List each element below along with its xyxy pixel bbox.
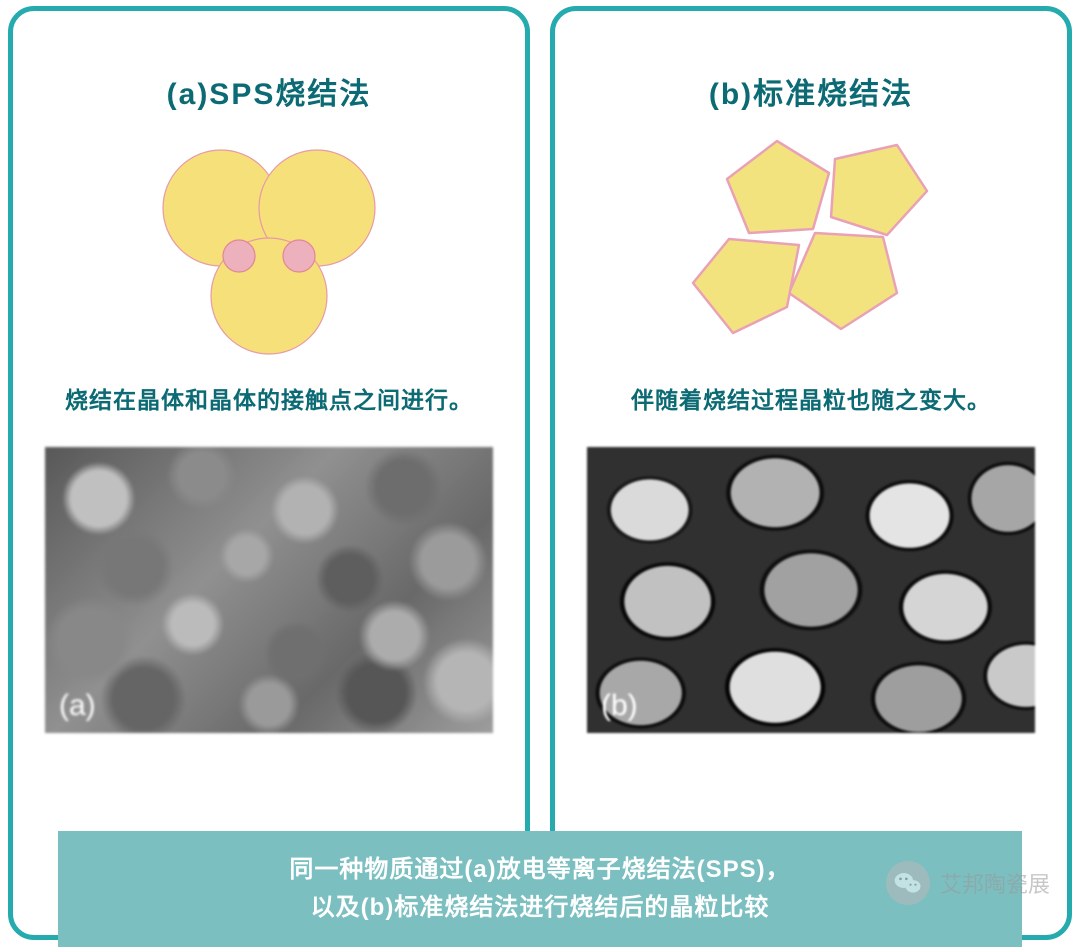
panel-a-caption: 烧结在晶体和晶体的接触点之间进行。 <box>65 381 473 415</box>
panel-a-title: (a)SPS烧结法 <box>167 69 372 113</box>
footer-line-1: 同一种物质通过(a)放电等离子烧结法(SPS)， <box>289 851 790 889</box>
panel-b-caption: 伴随着烧结过程晶粒也随之变大。 <box>631 381 991 415</box>
panel-a: (a)SPS烧结法 烧结在晶体和晶体的接触点之间进行。 (a) <box>8 6 530 940</box>
watermark-text: 艾邦陶瓷展 <box>940 867 1050 899</box>
panels-row: (a)SPS烧结法 烧结在晶体和晶体的接触点之间进行。 (a) (b)标准烧结法… <box>0 0 1080 940</box>
std-polygons-diagram <box>671 133 951 363</box>
panel-b-sem-label: (b) <box>601 689 638 723</box>
wechat-icon <box>886 861 930 905</box>
footer-caption-bar: 同一种物质通过(a)放电等离子烧结法(SPS)， 以及(b)标准烧结法进行烧结后… <box>58 831 1022 947</box>
panel-b: (b)标准烧结法 伴随着烧结过程晶粒也随之变大。 (b) <box>550 6 1072 940</box>
panel-b-diagram <box>585 133 1037 363</box>
footer-line-2: 以及(b)标准烧结法进行烧结后的晶粒比较 <box>311 889 770 927</box>
panel-b-title: (b)标准烧结法 <box>709 69 913 113</box>
panel-a-sem-label: (a) <box>59 689 96 723</box>
panel-b-sem-image: (b) <box>587 447 1035 733</box>
watermark: 艾邦陶瓷展 <box>886 861 1050 905</box>
panel-a-sem-image: (a) <box>45 447 493 733</box>
sps-circles-diagram <box>139 138 399 358</box>
panel-a-diagram <box>43 133 495 363</box>
